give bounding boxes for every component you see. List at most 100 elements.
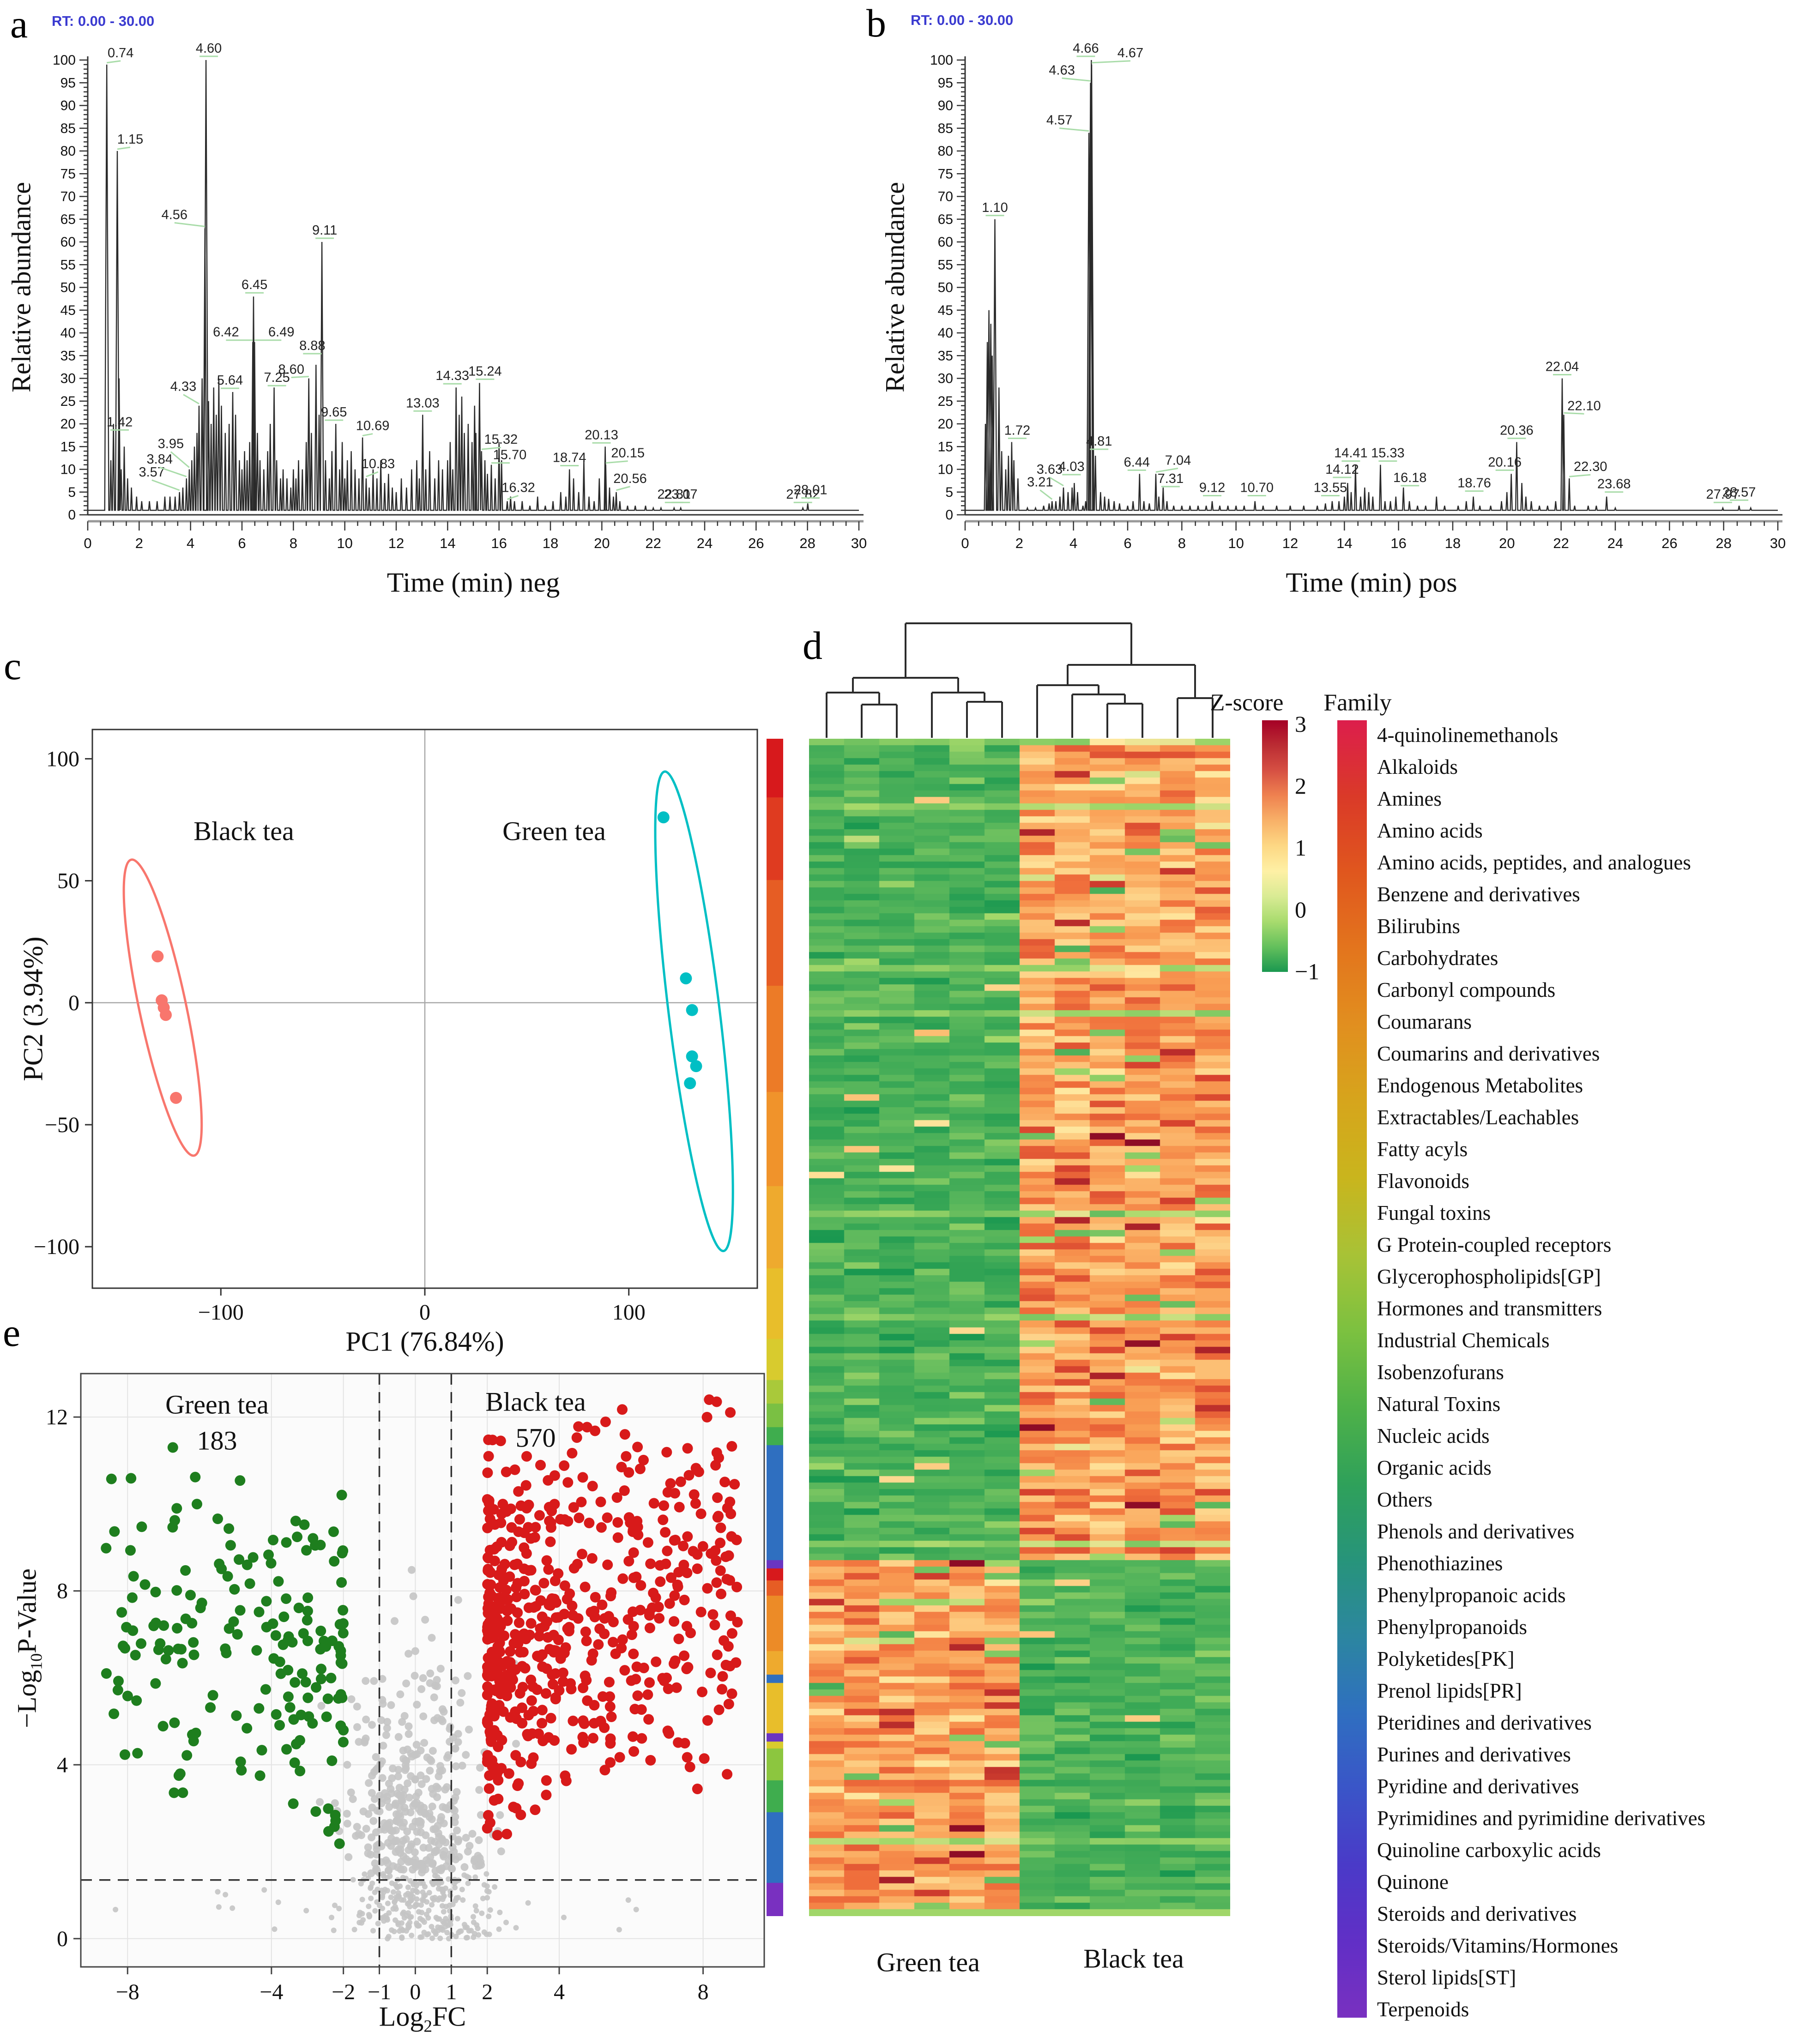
- panel-e-letter: e: [3, 1310, 21, 1355]
- family-label: Pyridine and derivatives: [1377, 1775, 1579, 1798]
- svg-text:14.33: 14.33: [435, 368, 469, 383]
- svg-text:55: 55: [938, 257, 953, 272]
- family-label: Pteridines and derivatives: [1377, 1711, 1592, 1734]
- svg-text:14.12: 14.12: [1325, 462, 1359, 477]
- svg-text:0: 0: [57, 1927, 68, 1951]
- family-label: Carbonyl compounds: [1377, 978, 1556, 1001]
- svg-text:4.63: 4.63: [1049, 63, 1075, 78]
- svg-text:14.41: 14.41: [1334, 446, 1368, 461]
- heatmap-family-title: Family: [1323, 689, 1392, 716]
- svg-text:1.15: 1.15: [117, 132, 143, 147]
- svg-text:10: 10: [938, 462, 953, 477]
- family-label: Terpenoids: [1377, 1998, 1469, 2021]
- family-label: Polyketides[PK]: [1377, 1647, 1515, 1670]
- svg-text:4.81: 4.81: [1086, 434, 1112, 449]
- svg-text:10: 10: [337, 535, 352, 551]
- svg-text:15: 15: [60, 439, 76, 454]
- panel-c-x-axis-title: PC1 (76.84%): [345, 1326, 504, 1357]
- family-label: Steroids and derivatives: [1377, 1902, 1577, 1925]
- svg-text:−1: −1: [368, 1980, 391, 2004]
- panel-c-y-axis-title: PC2 (3.94%): [18, 936, 48, 1081]
- svg-text:16: 16: [491, 535, 507, 551]
- svg-text:18.76: 18.76: [1457, 476, 1491, 491]
- family-label: Sterol lipids[ST]: [1377, 1966, 1516, 1989]
- svg-text:10.70: 10.70: [1240, 480, 1274, 495]
- panel-c-black-tea-label: Black tea: [193, 816, 294, 846]
- svg-text:−100: −100: [34, 1235, 79, 1259]
- family-label: Carbohydrates: [1377, 947, 1498, 970]
- pca-point: [686, 1050, 698, 1063]
- svg-text:60: 60: [60, 235, 76, 250]
- svg-text:40: 40: [60, 326, 76, 341]
- svg-text:14: 14: [1336, 535, 1352, 551]
- svg-text:60: 60: [938, 235, 953, 250]
- svg-text:6: 6: [1123, 535, 1131, 551]
- svg-text:20: 20: [594, 535, 610, 551]
- svg-text:28: 28: [799, 535, 815, 551]
- svg-text:3.57: 3.57: [139, 465, 165, 480]
- svg-text:0: 0: [68, 507, 76, 523]
- svg-text:6: 6: [238, 535, 246, 551]
- svg-text:100: 100: [46, 747, 79, 771]
- svg-text:7.04: 7.04: [1165, 453, 1191, 468]
- family-label: Prenol lipids[PR]: [1377, 1679, 1522, 1702]
- chromatogram-negative: 0510152025303540455055606570758085909510…: [53, 41, 867, 551]
- svg-text:4.60: 4.60: [196, 41, 222, 56]
- svg-text:100: 100: [53, 53, 76, 68]
- family-label: Bilirubins: [1377, 915, 1461, 938]
- svg-text:22: 22: [645, 535, 661, 551]
- pca-point: [684, 1077, 696, 1090]
- svg-text:4.03: 4.03: [1058, 459, 1084, 474]
- family-label: 4-quinolinemethanols: [1377, 724, 1558, 747]
- svg-text:45: 45: [60, 303, 76, 318]
- svg-text:10: 10: [60, 462, 76, 477]
- svg-text:3.21: 3.21: [1027, 475, 1053, 489]
- svg-text:100: 100: [612, 1300, 646, 1325]
- svg-text:75: 75: [938, 166, 953, 181]
- svg-text:8.88: 8.88: [299, 338, 325, 353]
- svg-text:45: 45: [938, 303, 953, 318]
- svg-text:10: 10: [1228, 535, 1244, 551]
- family-label: Fatty acyls: [1377, 1138, 1468, 1161]
- svg-text:4.66: 4.66: [1073, 41, 1099, 56]
- panel-a-letter: a: [10, 2, 28, 46]
- family-label: Quinone: [1377, 1870, 1449, 1893]
- svg-text:4.56: 4.56: [162, 207, 187, 222]
- svg-text:70: 70: [60, 189, 76, 205]
- zscore-colorbar: [1262, 720, 1288, 972]
- svg-text:4: 4: [1069, 535, 1077, 551]
- family-label: Amino acids, peptides, and analogues: [1377, 851, 1691, 874]
- svg-text:65: 65: [938, 212, 953, 227]
- svg-text:35: 35: [60, 348, 76, 363]
- family-label: Glycerophospholipids[GP]: [1377, 1265, 1601, 1288]
- family-label: Amino acids: [1377, 819, 1483, 842]
- svg-text:0: 0: [961, 535, 969, 551]
- family-label: Natural Toxins: [1377, 1393, 1501, 1416]
- svg-text:6.42: 6.42: [213, 325, 239, 340]
- svg-text:90: 90: [60, 98, 76, 114]
- family-label: Pyrimidines and pyrimidine derivatives: [1377, 1807, 1706, 1830]
- svg-text:80: 80: [60, 144, 76, 159]
- svg-text:20.36: 20.36: [1500, 423, 1534, 438]
- svg-text:6.44: 6.44: [1124, 455, 1150, 470]
- svg-text:0: 0: [945, 507, 953, 523]
- family-label: Extractables/Leachables: [1377, 1106, 1579, 1129]
- panel-b-rt-range: RT: 0.00 - 30.00: [911, 12, 1014, 28]
- panel-c-green-tea-label: Green tea: [502, 816, 606, 846]
- svg-text:15.32: 15.32: [484, 432, 518, 447]
- svg-text:95: 95: [60, 75, 76, 90]
- family-label: Flavonoids: [1377, 1170, 1470, 1193]
- pca-point: [690, 1060, 702, 1073]
- family-label: Phenothiazines: [1377, 1552, 1503, 1575]
- svg-text:18: 18: [543, 535, 558, 551]
- svg-text:22.10: 22.10: [1567, 398, 1601, 413]
- svg-text:0: 0: [68, 991, 79, 1015]
- family-colorbar: [1337, 720, 1367, 2018]
- panel-e-y-axis-title: −Log10P-Value: [12, 1568, 46, 1728]
- svg-text:0: 0: [410, 1980, 421, 2004]
- svg-text:8: 8: [290, 535, 297, 551]
- svg-text:3.84: 3.84: [147, 452, 173, 467]
- svg-text:2: 2: [1015, 535, 1023, 551]
- svg-text:20.56: 20.56: [613, 471, 647, 486]
